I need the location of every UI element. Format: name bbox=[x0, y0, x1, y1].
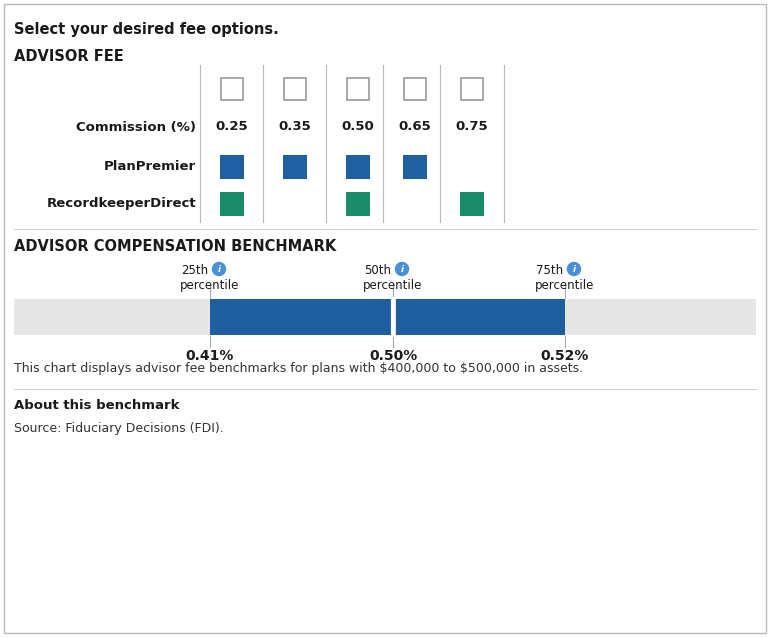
Bar bbox=[210, 299, 393, 335]
Text: percentile: percentile bbox=[363, 279, 423, 292]
Text: PlanPremier: PlanPremier bbox=[104, 161, 196, 173]
Text: Commission (%): Commission (%) bbox=[76, 120, 196, 134]
Text: i: i bbox=[217, 264, 220, 273]
Bar bbox=[220, 155, 244, 179]
Text: ADVISOR FEE: ADVISOR FEE bbox=[14, 49, 124, 64]
Text: percentile: percentile bbox=[535, 279, 594, 292]
Text: 0.35: 0.35 bbox=[279, 120, 311, 134]
Text: 0.65: 0.65 bbox=[399, 120, 431, 134]
Bar bbox=[284, 78, 306, 100]
Text: 0.50%: 0.50% bbox=[369, 349, 417, 363]
Bar bbox=[461, 78, 483, 100]
Text: percentile: percentile bbox=[180, 279, 239, 292]
Text: About this benchmark: About this benchmark bbox=[14, 399, 179, 412]
Text: 0.50: 0.50 bbox=[342, 120, 374, 134]
Text: i: i bbox=[572, 264, 575, 273]
Bar bbox=[347, 78, 369, 100]
Bar bbox=[221, 78, 243, 100]
Bar bbox=[220, 192, 244, 216]
Circle shape bbox=[213, 262, 226, 275]
Text: 25th: 25th bbox=[181, 264, 208, 277]
Bar bbox=[283, 155, 307, 179]
Text: i: i bbox=[400, 264, 403, 273]
Text: ADVISOR COMPENSATION BENCHMARK: ADVISOR COMPENSATION BENCHMARK bbox=[14, 239, 336, 254]
Text: This chart displays advisor fee benchmarks for plans with \$400,000 to \$500,000: This chart displays advisor fee benchmar… bbox=[14, 362, 583, 375]
Text: 75th: 75th bbox=[536, 264, 563, 277]
Bar bbox=[396, 299, 565, 335]
Circle shape bbox=[396, 262, 409, 275]
Bar bbox=[460, 192, 484, 216]
Bar bbox=[403, 155, 427, 179]
Bar bbox=[346, 192, 370, 216]
Text: RecordkeeperDirect: RecordkeeperDirect bbox=[46, 197, 196, 210]
Text: 0.41%: 0.41% bbox=[186, 349, 234, 363]
Bar bbox=[346, 155, 370, 179]
Text: 0.75: 0.75 bbox=[456, 120, 488, 134]
Circle shape bbox=[567, 262, 581, 275]
Bar bbox=[14, 299, 756, 335]
Text: 50th: 50th bbox=[364, 264, 391, 277]
Bar bbox=[404, 78, 426, 100]
Text: 0.52%: 0.52% bbox=[541, 349, 589, 363]
Text: Source: Fiduciary Decisions (FDI).: Source: Fiduciary Decisions (FDI). bbox=[14, 422, 224, 435]
Text: Select your desired fee options.: Select your desired fee options. bbox=[14, 22, 279, 37]
Text: 0.25: 0.25 bbox=[216, 120, 248, 134]
FancyBboxPatch shape bbox=[4, 4, 766, 633]
